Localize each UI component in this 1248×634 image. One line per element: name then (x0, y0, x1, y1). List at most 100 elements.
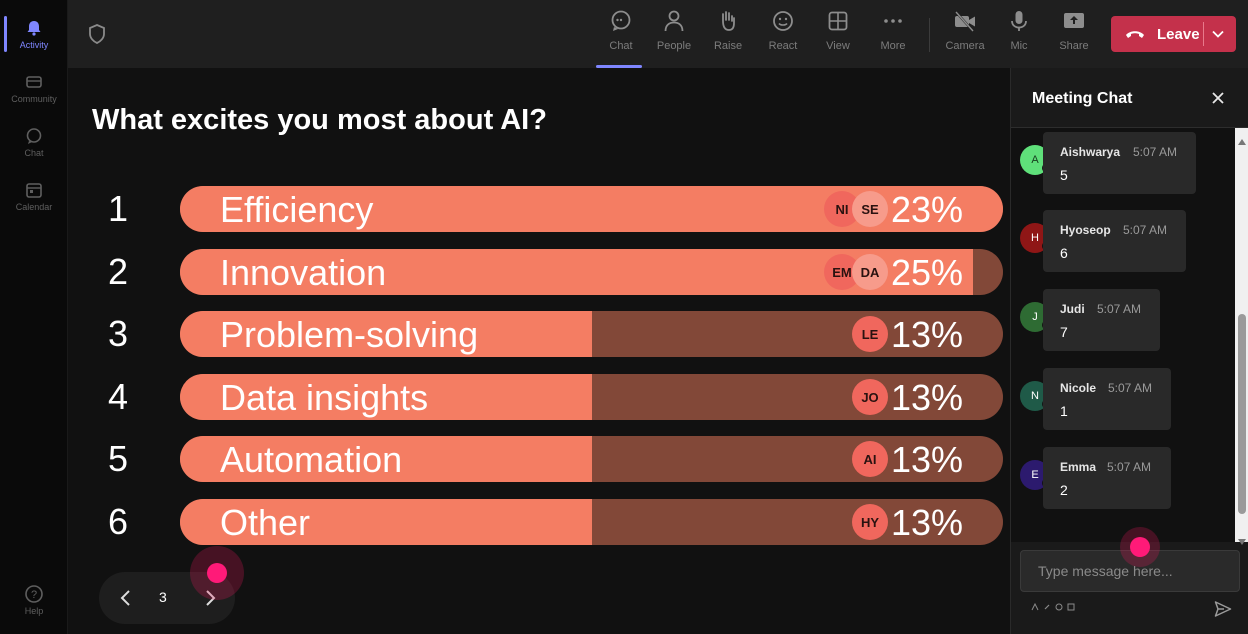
option-bar: Problem-solving LE 13% (180, 311, 1003, 357)
avatar-initial: H (1031, 232, 1039, 244)
toolbar-more-button[interactable]: More (867, 8, 919, 64)
toolbar-camera-button[interactable]: Camera (939, 8, 991, 64)
toolbar-button-label: People (656, 40, 692, 52)
option-bar: Innovation EM DA 25% (180, 249, 1003, 295)
option-bar-fill (180, 436, 592, 482)
voter-avatar: HY (852, 504, 888, 540)
more-icon (881, 8, 905, 34)
option-percent: 13% (890, 439, 963, 480)
toolbar-people-button[interactable]: People (648, 8, 700, 64)
message-sender: Hyoseop (1060, 223, 1111, 237)
option-rank: 1 (108, 188, 129, 229)
chat-icon (609, 8, 633, 34)
rail-item-chat[interactable]: Chat (0, 116, 68, 168)
smiley-icon (771, 8, 795, 34)
scrollbar-thumb[interactable] (1238, 314, 1246, 514)
chat-input-placeholder: Type message here... (1038, 563, 1173, 579)
toolbar-button-label: Raise (713, 40, 743, 52)
rail-item-label: Activity (19, 40, 49, 50)
scroll-down-icon[interactable] (1238, 532, 1246, 545)
poll-option-row: 1 Efficiency NI SE 23% (68, 186, 1010, 234)
toolbar-button-label: More (880, 40, 906, 52)
option-percent: 13% (890, 314, 963, 355)
message-text: 1 (1060, 403, 1068, 419)
chat-header: Meeting Chat (1011, 68, 1248, 128)
people-icon (662, 8, 686, 34)
message-timestamp: 5:07 AM (1097, 302, 1142, 316)
rail-item-help[interactable]: ? Help (0, 574, 68, 626)
option-percent: 13% (890, 502, 963, 543)
message-sender: Nicole (1060, 381, 1097, 395)
option-bar-fill (180, 499, 592, 545)
mic-icon (1007, 8, 1031, 34)
chat-format-tools (1031, 602, 1075, 611)
message-timestamp: 5:07 AM (1108, 381, 1153, 395)
toolbar-raise-button[interactable]: Raise (702, 8, 754, 64)
poll-option-row: 4 Data insights JO 13% (68, 374, 1010, 422)
camera-off-icon (953, 8, 977, 34)
meeting-toolbar: Chat People Raise React View More C (68, 0, 1248, 68)
chat-message[interactable]: Hyoseop 5:07 AM 6 (1043, 210, 1186, 272)
message-timestamp: 5:07 AM (1133, 145, 1178, 159)
voter-avatar: LE (852, 316, 888, 352)
leave-button-label: Leave (1157, 25, 1200, 43)
message-timestamp: 5:07 AM (1123, 223, 1168, 237)
format-icon[interactable] (1031, 602, 1039, 611)
avatar-initial: E (1031, 469, 1039, 481)
calendar-icon (24, 180, 44, 200)
message-sender: Emma (1060, 460, 1097, 474)
share-icon (1062, 8, 1086, 34)
leave-divider (1203, 22, 1204, 46)
poll-option-row: 2 Innovation EM DA 25% (68, 249, 1010, 297)
voter-avatar: AI (852, 441, 888, 477)
pointer-indicator (190, 546, 244, 600)
toolbar-button-label: Camera (945, 40, 985, 52)
emoji-icon[interactable] (1055, 603, 1063, 611)
option-label: Problem-solving (220, 314, 479, 355)
toolbar-chat-button[interactable]: Chat (595, 8, 647, 68)
phone-hangup-icon (1125, 27, 1145, 41)
gif-icon[interactable] (1067, 603, 1075, 611)
option-bar-fill (180, 311, 592, 357)
option-rank: 3 (108, 313, 129, 354)
chat-message-input[interactable]: Type message here... (1020, 550, 1240, 592)
chevron-left-icon[interactable] (117, 588, 135, 608)
chat-message[interactable]: Emma 5:07 AM 2 (1043, 447, 1171, 509)
leave-button[interactable]: Leave (1111, 16, 1236, 52)
chat-message[interactable]: Nicole 5:07 AM 1 (1043, 368, 1171, 430)
toolbar-mic-button[interactable]: Mic (993, 8, 1045, 64)
toolbar-divider (929, 18, 930, 52)
chevron-down-icon[interactable] (1211, 27, 1225, 41)
rail-item-activity[interactable]: Activity (0, 8, 68, 60)
toolbar-react-button[interactable]: React (757, 8, 809, 64)
poll-results-area: What excites you most about AI? 1 Efficie… (68, 68, 1010, 634)
scroll-up-icon[interactable] (1238, 132, 1246, 145)
chevron-right-icon[interactable] (201, 588, 219, 608)
toolbar-button-label: React (768, 40, 798, 52)
option-rank: 6 (108, 501, 129, 542)
voter-avatar: DA (852, 254, 888, 290)
toolbar-button-label: View (826, 40, 850, 52)
option-label: Innovation (220, 252, 387, 293)
message-text: 2 (1060, 482, 1068, 498)
voter-avatar: JO (852, 379, 888, 415)
chat-message[interactable]: Aishwarya 5:07 AM 5 (1043, 132, 1196, 194)
chat-message-list: A Aishwarya 5:07 AM 5 H Hyoseop 5:07 AM 6 J Judi 5… (1011, 128, 1235, 542)
send-icon[interactable] (1214, 600, 1232, 618)
option-bar: Automation AI 13% (180, 436, 1003, 482)
chat-scrollbar[interactable] (1235, 128, 1248, 545)
bell-icon (24, 18, 44, 38)
option-label: Data insights (220, 377, 429, 418)
toolbar-share-button[interactable]: Share (1048, 8, 1100, 64)
chat-icon (24, 126, 44, 146)
rail-item-calendar[interactable]: Calendar (0, 170, 68, 222)
toolbar-view-button[interactable]: View (812, 8, 864, 64)
poll-option-row: 5 Automation AI 13% (68, 436, 1010, 484)
option-rank: 2 (108, 251, 129, 292)
option-rank: 4 (108, 376, 129, 417)
chat-title: Meeting Chat (1032, 90, 1133, 107)
attach-icon[interactable] (1043, 603, 1051, 611)
rail-item-community[interactable]: Community (0, 62, 68, 114)
close-icon[interactable] (1210, 90, 1226, 106)
chat-message[interactable]: Judi 5:07 AM 7 (1043, 289, 1160, 351)
